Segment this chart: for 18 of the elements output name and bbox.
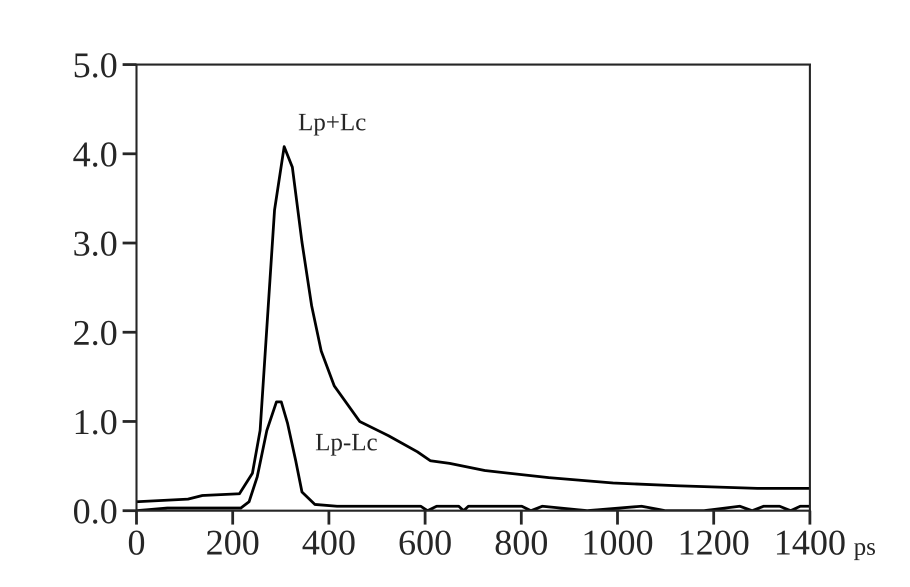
y-tick-label: 1.0 [76,410,116,435]
line-series [136,145,810,504]
y-tick-label: 0.0 [74,499,116,524]
x-tick-label: 1000 [584,530,652,555]
x-tick-label: 600 [400,530,451,555]
x-axis-title: ps [854,543,875,560]
y-tick-label: 4.0 [73,142,116,167]
y-tick-label: 2.0 [74,320,116,346]
annotation: Lp+Lc [298,114,366,136]
y-tick-label: 5.0 [74,53,116,78]
x-tick-label: 200 [207,530,258,555]
x-tick-label: 0 [128,530,144,555]
y-tick-label: 3.0 [74,232,116,256]
x-tick-label: 1200 [680,530,748,555]
x-tick-label: 400 [302,530,355,555]
x-tick-label: 1400 [776,530,845,555]
annotation: Lp-Lc [316,434,377,456]
x-tick-label: 800 [496,530,548,555]
